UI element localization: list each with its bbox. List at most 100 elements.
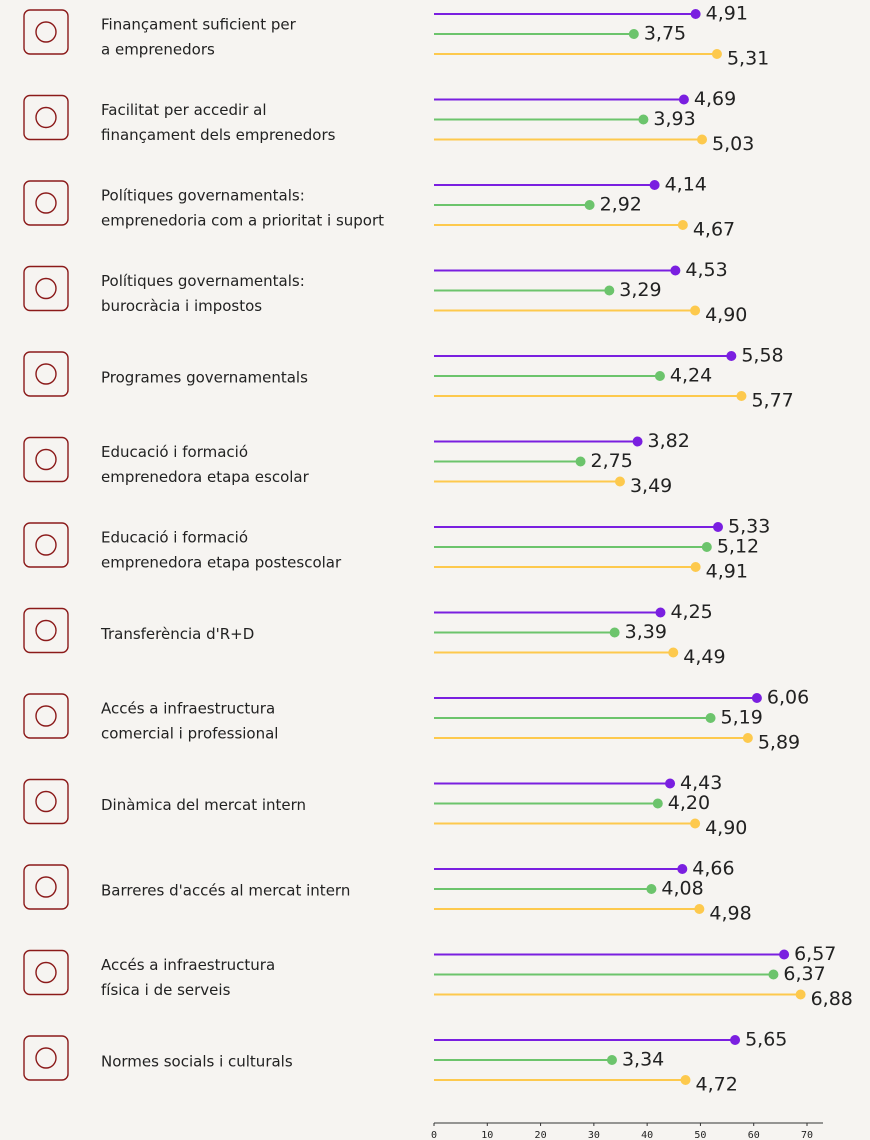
value-label: 5,89	[758, 732, 800, 754]
dot	[690, 818, 701, 829]
dot	[711, 49, 722, 59]
value-label: 4,24	[670, 365, 712, 387]
dot	[736, 391, 747, 401]
x-tick-label: 40	[641, 1130, 653, 1140]
icon	[23, 94, 69, 141]
value-label: 2,75	[591, 450, 633, 472]
value-label: 4,90	[705, 817, 747, 839]
dot	[652, 798, 663, 809]
value-label: 3,34	[622, 1049, 664, 1071]
icon	[35, 363, 57, 385]
dot	[779, 949, 790, 960]
value-label: 4,14	[665, 174, 707, 196]
icon	[23, 607, 69, 654]
value-label: 4,91	[706, 561, 748, 583]
category-label: burocràcia i impostos	[101, 297, 262, 315]
category-label: emprenedoria com a prioritat i suport	[101, 212, 384, 230]
icon	[35, 106, 57, 129]
dot	[795, 989, 806, 1000]
dot	[670, 265, 681, 276]
value-label: 4,49	[683, 646, 725, 668]
dot	[690, 9, 701, 19]
value-label: 3,93	[653, 108, 695, 130]
icon	[35, 448, 57, 471]
icon	[35, 21, 57, 43]
dot	[632, 436, 643, 447]
icon	[35, 876, 57, 898]
value-label: 3,82	[648, 430, 690, 452]
value-label: 4,98	[709, 903, 751, 925]
dot	[638, 114, 649, 125]
dot	[751, 693, 762, 703]
icon	[35, 192, 57, 214]
value-label: 4,67	[693, 219, 735, 241]
icon	[23, 693, 69, 739]
dot	[649, 180, 660, 190]
dot	[690, 562, 701, 572]
value-label: 4,90	[705, 304, 747, 326]
dot	[614, 476, 625, 487]
dot	[678, 94, 689, 105]
value-label: 4,66	[692, 858, 734, 880]
icon	[35, 705, 57, 727]
dot	[697, 134, 708, 145]
category-label: Polítiques governamentals:	[101, 272, 305, 290]
icon	[23, 522, 69, 568]
dot	[584, 200, 595, 210]
category-label: Normes socials i culturals	[101, 1053, 293, 1071]
category-label: Dinàmica del mercat intern	[101, 796, 306, 814]
dot	[677, 220, 688, 230]
x-tick-label: 60	[748, 1130, 760, 1140]
category-label: a emprenedors	[101, 41, 215, 59]
value-label: 4,43	[680, 772, 722, 794]
x-tick-label: 30	[588, 1130, 600, 1140]
dot	[690, 305, 701, 316]
icon	[23, 436, 69, 483]
value-label: 6,37	[783, 963, 825, 985]
value-label: 4,20	[668, 792, 710, 814]
icon	[23, 778, 69, 825]
category-label: Educació i formació	[101, 443, 248, 461]
dot	[646, 884, 657, 894]
category-label: Finançament suficient per	[101, 16, 297, 34]
dot	[742, 733, 753, 743]
value-label: 4,53	[685, 259, 727, 281]
value-label: 4,72	[696, 1074, 738, 1096]
dot	[713, 522, 724, 532]
dot	[575, 456, 586, 467]
dot	[654, 371, 665, 381]
icon	[23, 9, 69, 55]
category-label: física i de serveis	[101, 981, 231, 999]
dot	[726, 351, 737, 361]
value-label: 6,88	[811, 988, 853, 1010]
dot	[604, 285, 615, 296]
dot	[655, 607, 666, 618]
value-label: 5,65	[745, 1029, 787, 1051]
value-label: 5,58	[741, 345, 783, 367]
dot	[609, 627, 620, 638]
category-label: Programes governamentals	[101, 369, 308, 387]
dot	[694, 904, 705, 914]
value-label: 3,39	[625, 621, 667, 643]
icon	[23, 351, 69, 397]
dot	[606, 1055, 617, 1065]
value-label: 4,08	[661, 878, 703, 900]
value-label: 2,92	[600, 194, 642, 216]
dot	[677, 864, 688, 874]
icon	[23, 864, 69, 910]
value-label: 5,03	[712, 133, 754, 155]
category-label: comercial i professional	[101, 725, 278, 743]
category-label: Transferència d'R+D	[100, 625, 254, 643]
x-tick-label: 70	[801, 1130, 813, 1140]
value-label: 5,12	[717, 536, 759, 558]
icon	[23, 949, 69, 996]
dot	[730, 1035, 741, 1045]
icon	[23, 180, 69, 226]
dot	[705, 713, 716, 723]
category-label: Barreres d'accés al mercat intern	[101, 882, 350, 900]
icon	[35, 790, 57, 813]
x-tick-label: 50	[694, 1130, 706, 1140]
value-label: 4,69	[694, 88, 736, 110]
category-label: emprenedora etapa escolar	[101, 468, 310, 486]
